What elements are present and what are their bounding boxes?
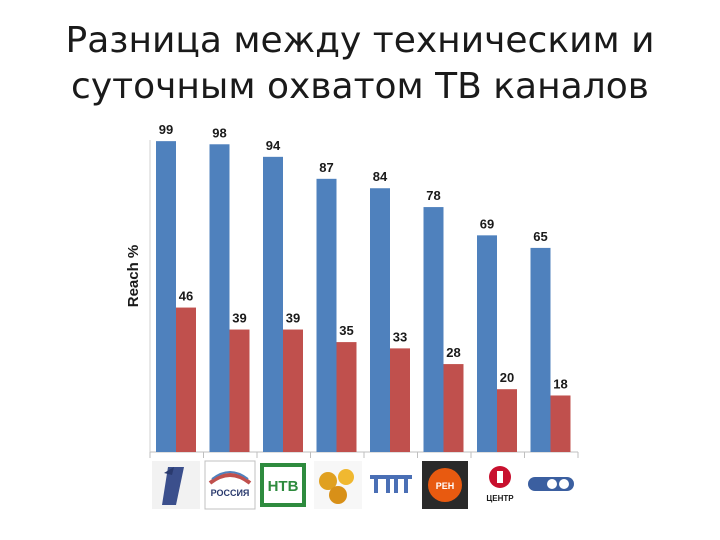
value-label-series1-5: 84: [373, 169, 388, 184]
bar-series2-5: [390, 348, 410, 452]
tnt-logo: [368, 471, 414, 497]
bar-series2-2: [229, 329, 250, 452]
tv-centr-logo: ЦЕНТР: [486, 466, 514, 503]
value-labels-layer: 99 46 98 39 94 39 87 35 84 33 78 28 69 20 65 18: [159, 122, 568, 391]
value-label-series2-5: 33: [393, 329, 407, 344]
value-label-series2-4: 35: [339, 323, 353, 338]
slide-title: Разница между техническим и суточным охв…: [40, 18, 680, 110]
bar-series2-3: [283, 329, 303, 452]
y-axis-label: Reach %: [125, 245, 142, 308]
ntv-logo-text: НТВ: [268, 478, 299, 495]
value-label-series2-6: 28: [446, 345, 460, 360]
bar-series2-7: [497, 389, 517, 452]
title-line-1: Разница между техническим и: [65, 20, 655, 61]
bar-series1-2: [209, 144, 230, 452]
value-label-series1-4: 87: [319, 160, 333, 175]
ren-logo: РЕН: [422, 461, 468, 509]
value-label-series1-3: 94: [266, 138, 281, 153]
bar-series2-8: [550, 395, 571, 452]
bar-series1-3: [263, 156, 283, 452]
rossiya-logo: РОССИЯ: [204, 460, 256, 510]
ren-logo-text: РЕН: [436, 481, 455, 491]
tv3-logo: [528, 477, 574, 491]
ntv-logo: НТВ: [260, 463, 306, 507]
bar-series2-4: [336, 342, 357, 452]
bar-series1-5: [370, 188, 390, 453]
bar-series2-1: [176, 307, 196, 452]
value-label-series1-1: 99: [159, 122, 173, 137]
value-label-series2-2: 39: [232, 311, 246, 326]
rossiya-logo-text: РОССИЯ: [211, 488, 250, 498]
bar-series2-6: [443, 364, 464, 452]
bar-series1-7: [477, 235, 497, 452]
value-label-series1-8: 65: [533, 229, 547, 244]
value-label-series1-6: 78: [426, 188, 440, 203]
value-label-series2-3: 39: [286, 311, 300, 326]
bar-series1-6: [423, 207, 444, 452]
pervyi-kanal-logo: [152, 461, 200, 509]
bars-layer: [156, 141, 571, 453]
title-line-2: суточным охватом ТВ каналов: [71, 66, 649, 107]
value-label-series1-7: 69: [480, 216, 494, 231]
value-label-series2-8: 18: [553, 376, 567, 391]
bar-series1-4: [316, 178, 337, 452]
bar-series1-8: [530, 247, 551, 452]
value-label-series2-7: 20: [500, 370, 514, 385]
channel-logos: РОССИЯ НТВ РЕН ЦЕНТР: [152, 460, 574, 510]
tv-centr-logo-text: ЦЕНТР: [486, 494, 514, 503]
bar-series1-1: [156, 141, 176, 452]
value-label-series1-2: 98: [212, 125, 226, 140]
sts-logo: [314, 461, 362, 509]
value-label-series2-1: 46: [179, 289, 193, 304]
